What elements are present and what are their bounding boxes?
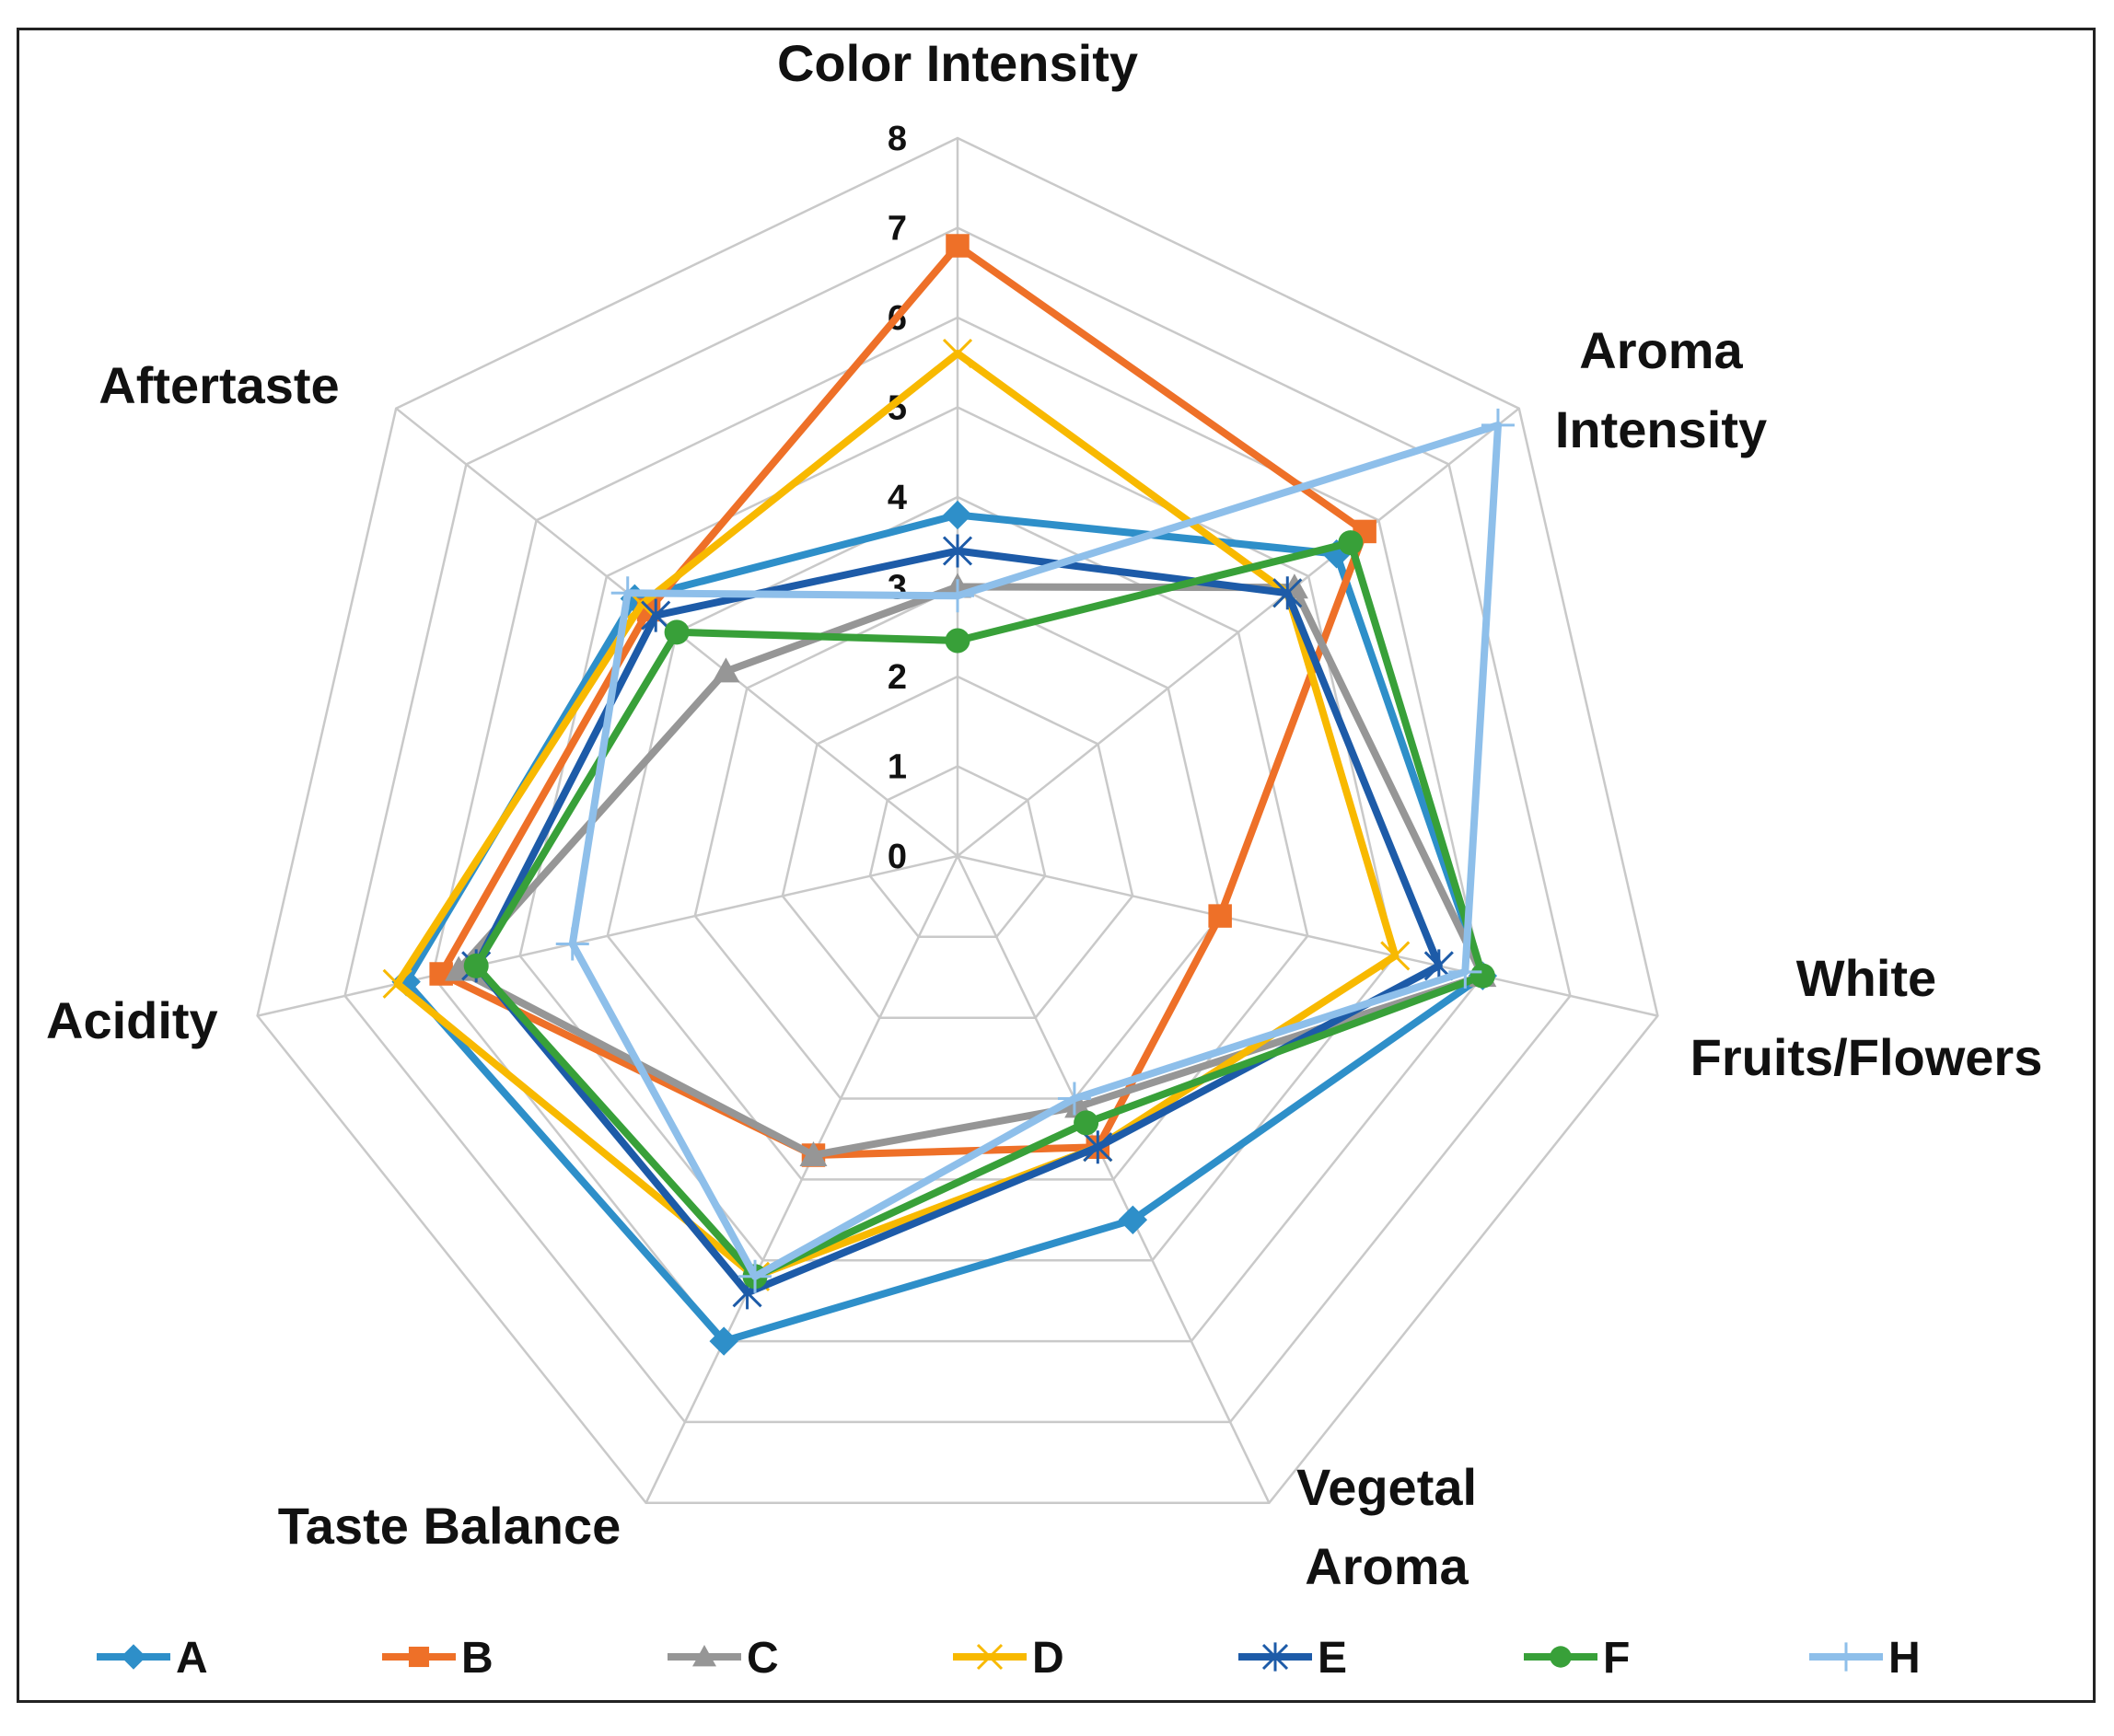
legend-item-B: B [382, 1634, 494, 1683]
axis-label-line: Fruits/Flowers [1690, 1028, 2043, 1086]
data-point [382, 968, 412, 999]
axis-label-line: Vegetal [1296, 1458, 1477, 1516]
legend-label: A [176, 1634, 208, 1683]
series-line-H [568, 421, 1502, 1280]
axis-label-line: Aroma [1579, 321, 1743, 379]
data-point [408, 1646, 430, 1668]
axis-label-line: Color Intensity [777, 34, 1138, 92]
data-point [610, 576, 645, 610]
data-point [1074, 1110, 1099, 1136]
grid-ring-8 [256, 136, 1659, 1505]
data-point [641, 598, 671, 632]
axis-label-1: Aroma Intensity [1555, 321, 1767, 458]
axis-label-0: Color Intensity [777, 34, 1138, 92]
axis-label-3: Vegetal Aroma [1296, 1458, 1477, 1595]
grid-spoke [257, 854, 958, 1017]
data-point [1261, 1642, 1289, 1672]
data-point [1208, 904, 1232, 928]
data-point [555, 927, 589, 961]
data-point [1469, 963, 1495, 989]
tick-label: 4 [888, 479, 907, 517]
axis-labels: Color Intensity Aroma Intensity White Fruits… [46, 34, 2042, 1595]
data-point [712, 657, 740, 683]
axis-label-2: White Fruits/Flowers [1690, 949, 2043, 1086]
series-line-D [393, 350, 1400, 1280]
axis-label-5: Acidity [46, 991, 218, 1049]
legend-label: B [461, 1634, 494, 1683]
series-line-A [402, 511, 1487, 1346]
grid-ring-1 [868, 765, 1047, 939]
data-point [946, 234, 970, 258]
tick-label: 2 [888, 658, 907, 697]
legend-label: D [1032, 1634, 1064, 1683]
data-point [943, 500, 972, 530]
axis-label-4: Taste Balance [278, 1497, 621, 1555]
axis-label-line: Taste Balance [278, 1497, 621, 1555]
legend-item-E: E [1238, 1634, 1347, 1683]
legend-item-F: F [1524, 1634, 1630, 1683]
data-point [709, 1326, 738, 1356]
data-point [799, 1141, 828, 1167]
data-point [945, 628, 970, 654]
data-point [1338, 530, 1364, 556]
grid-spoke [957, 854, 1658, 1017]
series-H [555, 408, 1515, 1293]
data-point [1118, 1205, 1148, 1235]
legend-label: H [1888, 1634, 1921, 1683]
legend-item-C: C [668, 1634, 779, 1683]
data-point [1083, 1130, 1113, 1164]
data-point [1481, 408, 1515, 442]
chart-frame [17, 28, 2096, 1703]
data-point [1057, 1082, 1091, 1116]
grid-ring-6 [431, 316, 1484, 1343]
data-point [1448, 955, 1482, 989]
series-line-C [455, 583, 1487, 1159]
data-point [942, 338, 973, 369]
data-point [976, 1643, 1004, 1671]
grid-ring-3 [693, 585, 1222, 1100]
grid-ring-2 [781, 675, 1134, 1019]
series-line-E [472, 547, 1443, 1297]
axis-label-line: White [1796, 949, 1936, 1007]
data-point [121, 1644, 146, 1670]
tick-label: 7 [888, 210, 907, 249]
data-point [941, 579, 974, 613]
tick-label: 1 [888, 748, 907, 787]
grid-spoke [956, 855, 1271, 1504]
data-point [692, 1645, 716, 1667]
data-point [1831, 1642, 1861, 1672]
grid-spoke [645, 855, 959, 1504]
axis-label-6: Aftertaste [99, 356, 339, 414]
radar-grid [256, 136, 1659, 1505]
axis-label-line: Aftertaste [99, 356, 339, 414]
axis-label-line: Aroma [1305, 1537, 1469, 1595]
legend-item-H: H [1809, 1634, 1921, 1683]
data-point [664, 619, 690, 645]
data-point [463, 953, 489, 978]
legend-label: F [1603, 1634, 1630, 1683]
data-point [738, 1259, 772, 1293]
grid-ring-7 [343, 226, 1572, 1424]
tick-label: 8 [888, 120, 907, 158]
data-point [942, 534, 973, 568]
tick-label: 3 [888, 569, 907, 608]
legend-label: C [747, 1634, 779, 1683]
data-point [1380, 941, 1411, 971]
axis-label-line: Acidity [46, 991, 218, 1049]
tick-label: 0 [888, 838, 907, 876]
legend-item-A: A [97, 1634, 208, 1683]
series-layer [382, 234, 1515, 1356]
data-point [1272, 576, 1303, 610]
series-line-F [472, 538, 1487, 1280]
legend-item-D: D [953, 1634, 1064, 1683]
axis-label-line: Intensity [1555, 400, 1767, 458]
legend-label: E [1318, 1634, 1347, 1683]
data-point [1550, 1646, 1572, 1668]
series-E [461, 534, 1454, 1310]
grid-spoke [957, 407, 1520, 857]
